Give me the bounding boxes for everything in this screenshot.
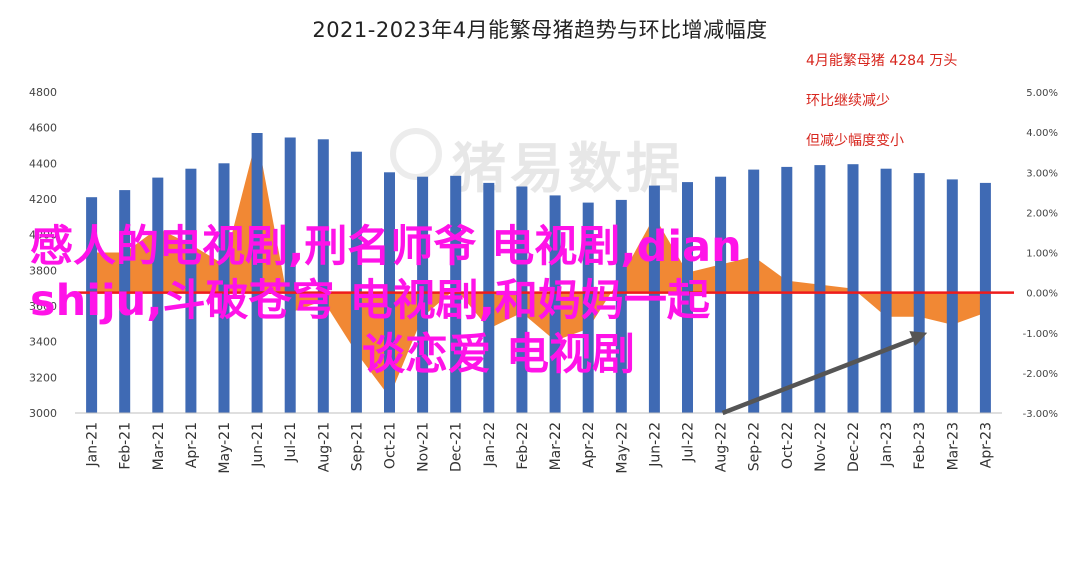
bar-may-22 (615, 199, 627, 413)
x-tick-label: Apr-22 (581, 422, 597, 468)
annotation-sows-count: 4月能繁母猪 4284 万头 (806, 53, 958, 69)
x-tick-label: May-21 (217, 422, 233, 474)
bar-nov-21 (417, 176, 429, 413)
bar-apr-21 (185, 168, 197, 413)
x-tick-label: Feb-21 (118, 422, 134, 470)
bar-jan-22 (483, 182, 495, 413)
bar-jan-23 (880, 168, 892, 413)
y-right-tick-label: 5.00% (1026, 88, 1058, 99)
x-tick-label: Oct-21 (383, 422, 399, 469)
bar-sep-22 (748, 169, 760, 413)
bar-sep-21 (350, 151, 362, 413)
x-tick-label: Mar-22 (548, 422, 564, 470)
overlay-text-line-3: 谈恋爱 电视剧 (362, 330, 635, 380)
bar-may-21 (218, 163, 230, 413)
y-left-tick-label: 3600 (29, 300, 57, 313)
trend-arrow-head-icon (909, 331, 928, 346)
x-tick-label: Mar-21 (151, 422, 167, 470)
x-tick-label: Jan-23 (879, 422, 895, 467)
x-tick-label: Mar-23 (945, 422, 961, 470)
y-left-tick-label: 3000 (29, 407, 57, 420)
overlay-text-line-2: shiju,斗破苍穹 电视剧,和妈妈一起 (30, 276, 710, 326)
x-tick-label: Dec-22 (846, 422, 862, 472)
annotation-smaller-decrease: 但减少幅度变小 (806, 133, 904, 149)
bar-nov-22 (814, 165, 826, 413)
x-tick-label: Apr-21 (184, 422, 200, 468)
bar-jan-21 (86, 197, 98, 413)
y-right-tick-label: 1.00% (1026, 249, 1058, 260)
x-tick-label: Feb-22 (515, 422, 531, 470)
overlay-text-line-1: 感人的电视剧,刑名师爷 电视剧,dian (30, 222, 742, 272)
bar-feb-21 (119, 190, 131, 413)
x-tick-label: Jun-21 (250, 422, 266, 468)
x-tick-label: Jul-22 (681, 422, 697, 463)
watermark-logo-icon (390, 128, 442, 180)
bar-aug-22 (715, 176, 727, 413)
y-right-tick-label: 4.00% (1026, 128, 1058, 139)
x-tick-label: Oct-22 (780, 422, 796, 469)
bar-apr-22 (582, 202, 594, 413)
y-left-tick-label: 4600 (29, 122, 57, 135)
bar-apr-23 (979, 182, 991, 413)
y-left-tick-label: 4000 (29, 229, 57, 242)
y-left-tick-label: 3800 (29, 264, 57, 277)
x-tick-label: Jul-21 (283, 422, 299, 463)
trend-arrow-line (721, 335, 919, 416)
bar-jun-22 (648, 185, 660, 413)
x-tick-label: Jun-22 (647, 422, 663, 468)
x-tick-label: Aug-21 (316, 422, 332, 472)
y-right-tick-label: 2.00% (1026, 208, 1058, 219)
y-right-tick-label: -2.00% (1023, 369, 1058, 380)
y-left-tick-label: 3400 (29, 336, 57, 349)
bar-jun-21 (251, 133, 263, 413)
x-tick-label: Nov-22 (813, 422, 829, 472)
bar-jul-22 (682, 182, 693, 413)
y-right-tick-label: 3.00% (1026, 168, 1058, 179)
bar-jul-21 (284, 137, 296, 413)
bar-mar-22 (549, 195, 561, 413)
x-tick-label: Aug-22 (714, 422, 730, 472)
annotation-continue-decrease: 环比继续减少 (806, 93, 890, 109)
bar-dec-21 (450, 175, 462, 413)
x-tick-label: Feb-23 (912, 422, 928, 470)
bar-oct-22 (781, 166, 793, 413)
y-right-tick-label: 0.00% (1026, 289, 1058, 300)
y-right-tick-label: -3.00% (1023, 409, 1058, 420)
x-tick-label: May-22 (614, 422, 630, 474)
area-mom-change (91, 136, 986, 397)
bar-aug-21 (317, 139, 329, 414)
chart-title: 2021-2023年4月能繁母猪趋势与环比增减幅度 (312, 18, 768, 42)
x-tick-label: Sep-22 (747, 422, 763, 471)
y-left-tick-label: 4200 (29, 193, 57, 206)
y-right-tick-label: -1.00% (1023, 329, 1058, 340)
x-tick-label: Dec-21 (449, 422, 465, 472)
y-left-tick-label: 4400 (29, 157, 57, 170)
bar-feb-22 (516, 186, 528, 413)
x-tick-label: Jan-22 (482, 422, 498, 467)
x-tick-label: Nov-21 (416, 422, 432, 472)
x-tick-label: Apr-23 (978, 422, 994, 468)
bar-dec-22 (847, 164, 859, 413)
x-tick-label: Sep-21 (349, 422, 365, 471)
bar-mar-21 (152, 177, 164, 413)
bar-mar-23 (946, 179, 958, 413)
y-left-tick-label: 3200 (29, 371, 57, 384)
x-tick-label: Jan-21 (85, 422, 101, 467)
y-left-tick-label: 4800 (29, 86, 57, 99)
